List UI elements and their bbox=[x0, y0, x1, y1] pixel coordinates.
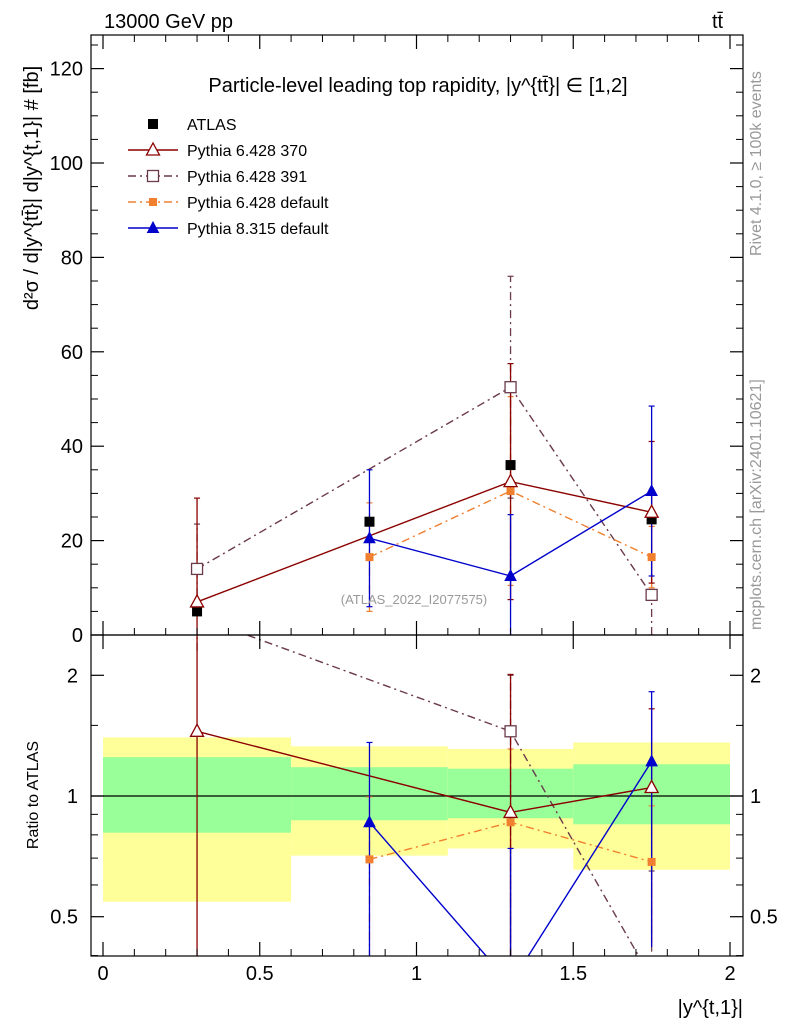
data-point-pythia-8-315-default bbox=[645, 483, 658, 497]
energy-label: 13000 GeV pp bbox=[104, 11, 233, 33]
ratio-plot-content bbox=[189, 635, 660, 989]
ratio-point-pythia-6-428-370 bbox=[189, 722, 205, 737]
ratio-y-axis-label: Ratio to ATLAS bbox=[25, 741, 42, 849]
data-point-pythia-8-315-default bbox=[504, 568, 517, 581]
ratio-y-tick-label-right: 0.5 bbox=[750, 907, 778, 929]
legend-marker-pythia-6-428-default bbox=[149, 198, 157, 206]
ratio-y-tick-label-right: 2 bbox=[750, 665, 761, 687]
main-y-axis-label: d²σ / d|y^{tt̄}| d|y^{t,1}| # [fb] bbox=[21, 66, 43, 310]
ratio-point-pythia-6-428-391 bbox=[504, 725, 517, 738]
analysis-tag: (ATLAS_2022_I2077575) bbox=[341, 592, 487, 607]
data-point-atlas bbox=[192, 606, 203, 617]
legend-label-pythia-6-428-370: Pythia 6.428 370 bbox=[187, 143, 307, 160]
x-tick-label: 0.5 bbox=[246, 963, 274, 985]
legend-label-pythia-6-428-391: Pythia 6.428 391 bbox=[187, 169, 307, 186]
data-point-atlas bbox=[646, 514, 657, 525]
process-label: tt̄ bbox=[712, 11, 724, 33]
x-tick-label: 2 bbox=[724, 963, 735, 985]
series-line-pythia-6-428-default bbox=[369, 490, 652, 558]
legend-marker-pythia-6-428-370 bbox=[145, 141, 161, 156]
legend-label-pythia-8-315-default: Pythia 8.315 default bbox=[187, 221, 329, 238]
series-line-pythia-6-428-391 bbox=[196, 386, 653, 596]
ratio-point-pythia-6-428-391 bbox=[646, 973, 657, 984]
ratio-point-pythia-8-315-default bbox=[505, 978, 516, 989]
x-tick-label: 1.5 bbox=[559, 963, 587, 985]
ratio-point-pythia-6-428-default bbox=[506, 818, 515, 827]
ratio-point-pythia-8-315-default bbox=[645, 754, 658, 767]
ratio-y-tick-label: 0.5 bbox=[50, 907, 78, 929]
y-tick-label: 120 bbox=[50, 59, 83, 81]
x-tick-label: 1 bbox=[411, 963, 422, 985]
y-tick-label: 60 bbox=[61, 342, 83, 364]
ratio-line-pythia-8-315-default bbox=[368, 760, 653, 956]
data-point-pythia-6-428-default bbox=[647, 553, 656, 562]
x-axis-label: |y^{t,1}| bbox=[678, 997, 743, 1019]
legend: ATLAS Pythia 6.428 370 Pythia 6.428 391 Pyt… bbox=[128, 117, 329, 238]
series-line-pythia-6-428-370 bbox=[196, 480, 652, 603]
ratio-y-tick-label-right: 1 bbox=[750, 786, 761, 808]
legend-marker-pythia-6-428-391 bbox=[146, 169, 160, 183]
data-point-pythia-6-428-370 bbox=[644, 503, 660, 518]
data-point-pythia-6-428-391 bbox=[504, 381, 517, 394]
data-point-pythia-6-428-default bbox=[506, 487, 515, 496]
legend-marker-atlas bbox=[148, 119, 158, 129]
plot-title: Particle-level leading top rapidity, |y^… bbox=[208, 75, 627, 97]
data-point-pythia-6-428-391 bbox=[645, 588, 658, 602]
legend-label-pythia-6-428-default: Pythia 6.428 default bbox=[187, 195, 329, 212]
data-point-pythia-6-428-370 bbox=[502, 473, 519, 488]
mcplots-label: mcplots.cern.ch [arXiv:2401.10621] bbox=[748, 379, 765, 630]
ratio-point-pythia-6-428-default bbox=[365, 855, 374, 864]
data-point-atlas bbox=[364, 516, 375, 527]
main-plot-content bbox=[189, 275, 660, 635]
ratio-point-pythia-6-428-370 bbox=[644, 779, 660, 794]
data-point-pythia-8-315-default bbox=[363, 531, 376, 544]
ratio-y-tick-label: 1 bbox=[67, 786, 78, 808]
ratio-point-pythia-6-428-default bbox=[647, 857, 656, 866]
y-tick-label: 0 bbox=[72, 625, 83, 647]
ratio-y-tick-label: 2 bbox=[67, 665, 78, 687]
rivet-label: Rivet 4.1.0, ≥ 100k events bbox=[748, 71, 765, 256]
y-tick-label: 100 bbox=[50, 153, 83, 175]
y-tick-label: 80 bbox=[61, 247, 83, 269]
data-point-pythia-6-428-default bbox=[365, 553, 374, 562]
ratio-point-pythia-6-428-370 bbox=[502, 804, 519, 819]
ratio-point-pythia-8-315-default bbox=[363, 815, 376, 828]
legend-label-atlas: ATLAS bbox=[187, 117, 237, 134]
y-tick-label: 20 bbox=[61, 531, 83, 553]
legend-marker-pythia-8-315-default bbox=[146, 220, 160, 233]
data-point-atlas bbox=[505, 460, 516, 471]
ratio-line-pythia-6-428-391 bbox=[245, 635, 640, 956]
data-point-pythia-6-428-391 bbox=[190, 562, 204, 576]
x-tick-label: 0 bbox=[97, 963, 108, 985]
data-point-pythia-6-428-370 bbox=[189, 593, 205, 608]
y-tick-label: 40 bbox=[61, 436, 83, 458]
